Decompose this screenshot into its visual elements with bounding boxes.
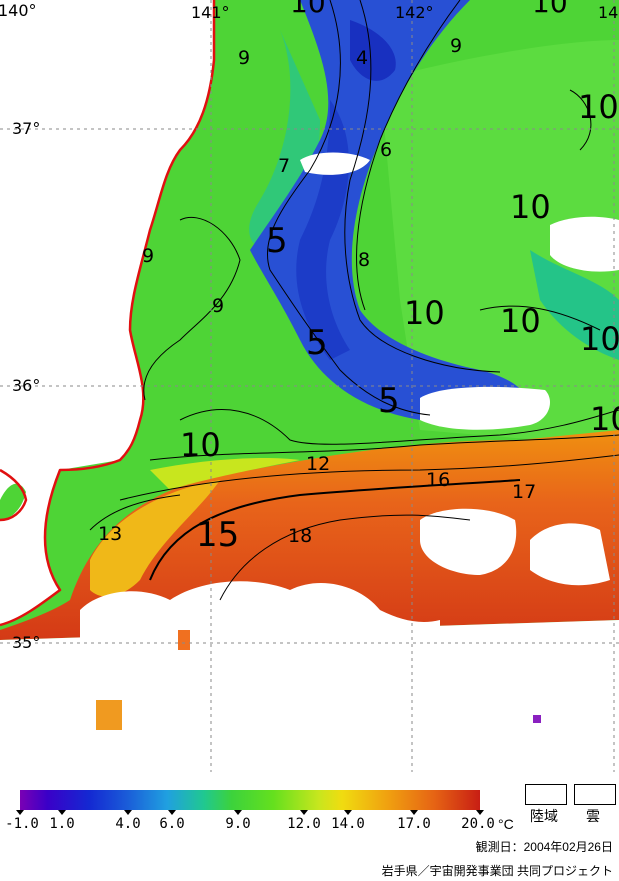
isotherm-label: 9	[142, 245, 154, 267]
isotherm-label: 16	[426, 469, 450, 491]
cloud-legend-swatch	[574, 784, 616, 805]
colorbar-tick	[58, 810, 66, 815]
cool-patch-east	[530, 250, 619, 360]
isotherm-label: 18	[288, 525, 312, 547]
warm-fragment	[178, 630, 190, 650]
cloud-north	[300, 152, 370, 175]
isotherm-contour	[356, 0, 461, 311]
warm-fragment	[96, 700, 122, 730]
isotherm-label: 9	[450, 35, 462, 57]
lon-label: 141°	[191, 3, 230, 22]
credit-line: 岩手県／宇宙開発事業団 共同プロジェクト	[381, 864, 613, 878]
colorbar-tick-label: 14.0	[331, 816, 365, 832]
isotherm-label: 5	[378, 381, 400, 421]
colorbar-tick-label: -1.0	[5, 816, 39, 832]
isotherm-label: 10	[578, 88, 619, 126]
lon-label: 140°	[0, 1, 37, 20]
isotherm-contour-18	[219, 514, 471, 601]
cold-fragment	[533, 715, 541, 723]
isotherm-contour	[569, 89, 592, 151]
isotherm-contour	[179, 409, 619, 445]
lat-label: 37°	[12, 119, 40, 138]
colorbar-tick	[300, 810, 308, 815]
colorbar-unit: °C	[498, 816, 514, 832]
cloud-east-4	[530, 523, 610, 586]
isotherm-contour	[149, 434, 619, 461]
colorbar-tick	[476, 810, 484, 815]
isotherm-label: 7	[278, 155, 290, 177]
transition-yellowgreen	[150, 458, 300, 490]
isotherm-label: 10	[510, 188, 551, 226]
isotherm-label: 12	[306, 453, 330, 475]
isotherm-contour	[119, 454, 619, 501]
isotherm-label: 9	[238, 47, 250, 69]
isotherm-label: 4	[356, 47, 368, 69]
lat-label: 36°	[12, 376, 40, 395]
isotherm-label: 10	[404, 294, 445, 332]
colorbar-tick	[168, 810, 176, 815]
cloud-east-2	[550, 216, 619, 272]
cloud-east-3	[420, 508, 517, 575]
isotherm-contour-9	[143, 216, 241, 401]
colorbar-tick-label: 1.0	[49, 816, 75, 832]
isotherm-label: 13	[98, 523, 122, 545]
colorbar-tick-label: 4.0	[115, 816, 141, 832]
isotherm-label: 17	[512, 481, 536, 503]
isotherm-label: 9	[212, 295, 224, 317]
land-honshu-north	[0, 0, 214, 470]
isotherm-label: 10	[180, 426, 221, 464]
isotherm-label: 10	[532, 0, 568, 19]
cloud-legend-label: 雲	[586, 808, 600, 824]
colorbar-tick	[344, 810, 352, 815]
cloud-east-1	[420, 386, 550, 430]
observation-date: 観測日：2004年02月26日	[475, 840, 613, 854]
warm-front-yellow	[90, 480, 220, 597]
isotherm-label: 5	[306, 323, 328, 363]
isotherm-contour	[344, 0, 501, 373]
temperature-colorbar	[20, 790, 480, 810]
isotherm-label: 15	[196, 515, 239, 555]
isotherm-label: 6	[380, 139, 392, 161]
colorbar-tick	[410, 810, 418, 815]
cloud-south-edge	[80, 581, 440, 650]
offshore-green	[380, 40, 619, 440]
sst-map: 140° 141° 142° 143° 37° 36° 35° 10 9 4 9…	[0, 0, 619, 772]
colorbar-tick-label: 6.0	[159, 816, 185, 832]
isotherm-contour-15	[149, 479, 521, 581]
coastline	[0, 0, 216, 627]
isotherm-contour	[479, 305, 601, 331]
land-legend-label: 陸域	[530, 808, 558, 824]
isotherm-contour	[266, 0, 431, 416]
lon-label: 142°	[395, 3, 434, 22]
isotherm-label: 10	[580, 320, 619, 358]
colorbar-tick-label: 9.0	[225, 816, 251, 832]
isotherm-label: 8	[358, 249, 370, 271]
isotherm-label: 5	[266, 221, 288, 261]
isotherm-contour-13	[89, 494, 181, 531]
isotherm-label: 10	[590, 400, 619, 438]
coastal-water-small	[0, 483, 26, 520]
sst-map-svg: 140° 141° 142° 143° 37° 36° 35° 10 9 4 9…	[0, 0, 619, 772]
colorbar-tick-label: 20.0	[461, 816, 495, 832]
colorbar-tick-label: 12.0	[287, 816, 321, 832]
land-legend-swatch	[525, 784, 567, 805]
isotherm-label: 10	[290, 0, 326, 19]
colorbar-tick	[234, 810, 242, 815]
colorbar-tick	[124, 810, 132, 815]
cloud-south	[0, 620, 619, 772]
cold-core	[350, 20, 396, 81]
colorbar-tick-label: 17.0	[397, 816, 431, 832]
colorbar-tick	[16, 810, 24, 815]
lon-label: 143°	[598, 3, 619, 22]
isotherm-label: 10	[500, 302, 541, 340]
lat-label: 35°	[12, 633, 40, 652]
coastline-south	[0, 468, 28, 522]
